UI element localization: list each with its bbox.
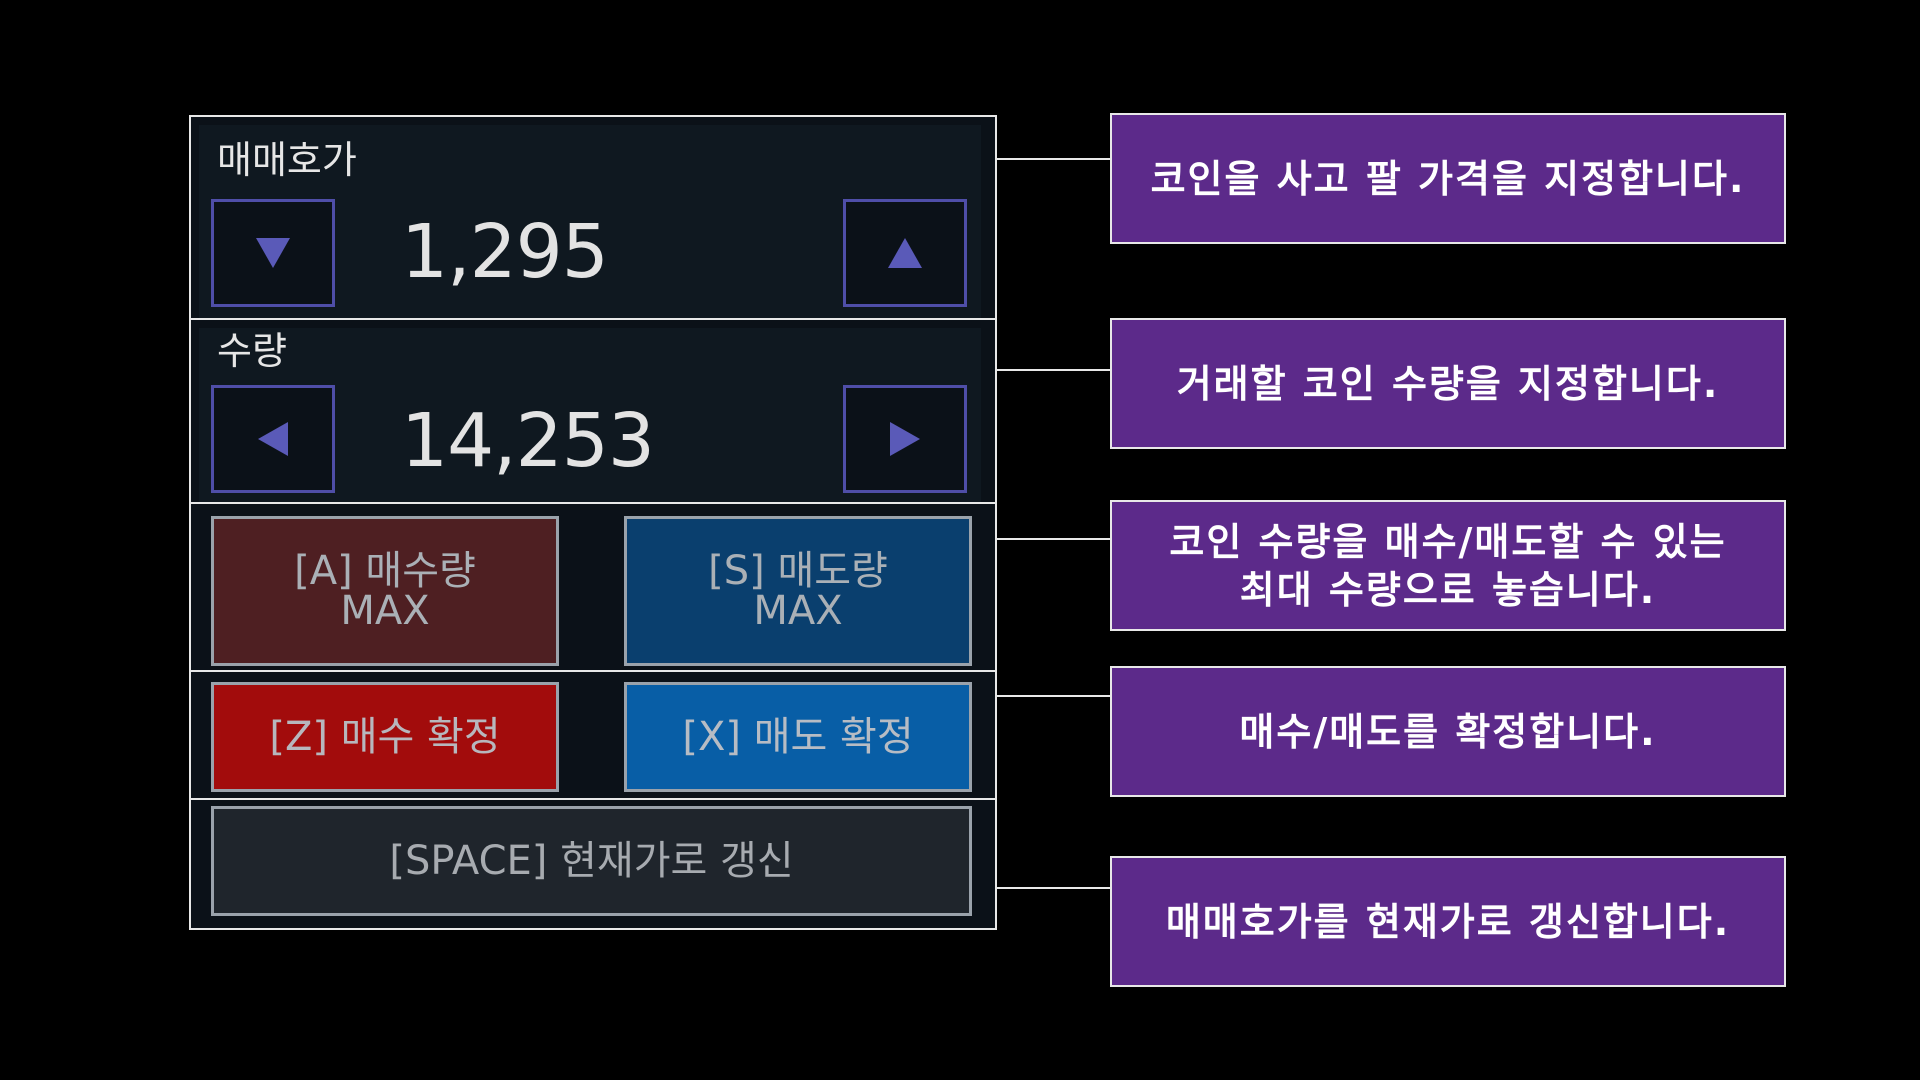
callout-max: 코인 수량을 매수/매도할 수 있는 최대 수량으로 놓습니다. bbox=[1110, 500, 1786, 631]
price-label: 매매호가 bbox=[217, 138, 357, 182]
callout-price: 코인을 사고 팔 가격을 지정합니다. bbox=[1110, 113, 1786, 244]
quantity-increase-button[interactable] bbox=[843, 385, 967, 493]
quantity-label: 수량 bbox=[217, 329, 287, 373]
callout-refresh-text: 매매호가를 현재가로 갱신합니다. bbox=[1165, 899, 1731, 944]
callout-price-text: 코인을 사고 팔 가격을 지정합니다. bbox=[1150, 156, 1746, 201]
callout-quantity-text: 거래할 코인 수량을 지정합니다. bbox=[1176, 361, 1720, 406]
callout-refresh: 매매호가를 현재가로 갱신합니다. bbox=[1110, 856, 1786, 987]
connector-line bbox=[997, 369, 1110, 371]
connector-line bbox=[997, 695, 1110, 697]
connector-line bbox=[997, 887, 1110, 889]
triangle-down-icon bbox=[256, 238, 290, 268]
buy-max-label-line2: MAX bbox=[340, 588, 430, 634]
callout-max-line1: 코인 수량을 매수/매도할 수 있는 bbox=[1169, 519, 1727, 564]
buy-max-label-line1: [A] 매수량 bbox=[294, 548, 476, 594]
price-down-button[interactable] bbox=[211, 199, 335, 307]
sell-max-label-line2: MAX bbox=[753, 588, 843, 634]
quantity-section: 수량 14,253 bbox=[189, 318, 997, 504]
buy-max-button[interactable]: [A] 매수량 MAX bbox=[211, 516, 559, 666]
max-section: [A] 매수량 MAX [S] 매도량 MAX bbox=[189, 502, 997, 672]
price-section: 매매호가 1,295 bbox=[189, 115, 997, 319]
sell-max-label-line1: [S] 매도량 bbox=[708, 548, 888, 594]
price-up-button[interactable] bbox=[843, 199, 967, 307]
triangle-up-icon bbox=[888, 238, 922, 268]
refresh-to-current-price-button[interactable]: [SPACE] 현재가로 갱신 bbox=[211, 806, 972, 916]
callout-confirm-text: 매수/매도를 확정합니다. bbox=[1239, 709, 1657, 754]
trading-panel: 매매호가 1,295 수량 14,253 [A] 매수량 MAX [S] 매도량… bbox=[189, 115, 997, 930]
callout-confirm: 매수/매도를 확정합니다. bbox=[1110, 666, 1786, 797]
triangle-right-icon bbox=[890, 422, 920, 456]
triangle-left-icon bbox=[258, 422, 288, 456]
confirm-section: [Z] 매수 확정 [X] 매도 확정 bbox=[189, 670, 997, 800]
connector-line bbox=[997, 158, 1110, 160]
refresh-section: [SPACE] 현재가로 갱신 bbox=[189, 798, 997, 930]
quantity-value: 14,253 bbox=[401, 398, 655, 484]
buy-confirm-button[interactable]: [Z] 매수 확정 bbox=[211, 682, 559, 792]
sell-max-button[interactable]: [S] 매도량 MAX bbox=[624, 516, 972, 666]
callout-max-line2: 최대 수량으로 놓습니다. bbox=[1239, 567, 1657, 612]
price-value: 1,295 bbox=[401, 209, 609, 295]
quantity-decrease-button[interactable] bbox=[211, 385, 335, 493]
sell-confirm-button[interactable]: [X] 매도 확정 bbox=[624, 682, 972, 792]
connector-line bbox=[997, 538, 1110, 540]
callout-quantity: 거래할 코인 수량을 지정합니다. bbox=[1110, 318, 1786, 449]
